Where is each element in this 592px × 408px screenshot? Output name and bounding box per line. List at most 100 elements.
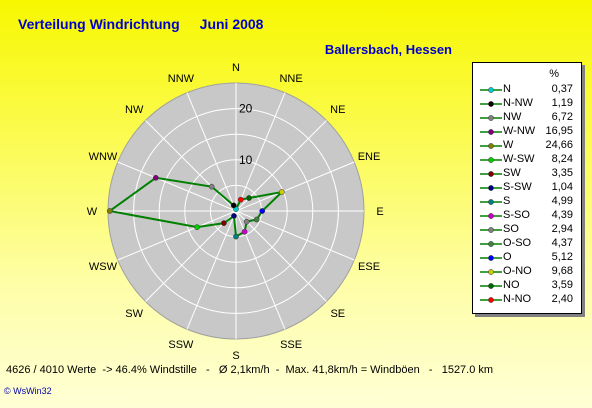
- legend-item: N 0,37: [473, 83, 581, 96]
- compass-label-s: S: [232, 350, 239, 362]
- legend-name: N-NO: [503, 293, 532, 305]
- legend-item: N-NO 2,40: [473, 293, 581, 306]
- polar-spoke-ne: [235, 120, 327, 212]
- legend-value: 8,24: [551, 153, 573, 165]
- legend-swatch: [480, 255, 502, 261]
- legend-value: 24,66: [545, 139, 573, 151]
- data-point-so: [243, 218, 250, 225]
- compass-label-sw: SW: [125, 308, 143, 320]
- polar-spoke-nw: [145, 120, 237, 212]
- legend-swatch: [480, 143, 502, 149]
- legend-value: 9,68: [551, 265, 573, 277]
- legend-item: S 4,99: [473, 195, 581, 208]
- legend-value: 4,99: [551, 195, 573, 207]
- legend-value: 4,37: [551, 237, 573, 249]
- legend-swatch: [480, 101, 502, 107]
- legend-swatch: [480, 157, 502, 163]
- compass-label-nne: NNE: [279, 73, 302, 85]
- compass-label-wnw: WNW: [89, 151, 118, 163]
- legend-name: O-NO: [503, 265, 532, 277]
- chart-title: Verteilung Windrichtung Juni 2008: [18, 16, 264, 32]
- legend-item: O 5,12: [473, 251, 581, 264]
- legend-name: S-SO: [503, 209, 530, 221]
- compass-label-e: E: [376, 206, 383, 218]
- data-point-s-so: [241, 228, 248, 235]
- polar-spoke-sw: [145, 210, 237, 302]
- legend-swatch: [480, 283, 502, 289]
- legend-name: W: [503, 139, 514, 151]
- compass-label-ene: ENE: [358, 151, 381, 163]
- legend-value: 0,37: [551, 83, 573, 95]
- legend: % N 0,37 N-NW 1,19 NW 6,72 W-NW 16,95 W 24,66 W-SW…: [472, 62, 582, 314]
- legend-item: O-NO 9,68: [473, 265, 581, 278]
- legend-swatch: [480, 227, 502, 233]
- legend-item: O-SO 4,37: [473, 237, 581, 250]
- legend-item: SO 2,94: [473, 223, 581, 236]
- polar-spoke-wnw: [117, 161, 237, 212]
- legend-swatch: [480, 213, 502, 219]
- legend-item: W-SW 8,24: [473, 153, 581, 166]
- legend-name: W-SW: [503, 153, 535, 165]
- footer-stats: 4626 / 4010 Werte -> 46.4% Windstille - …: [6, 364, 494, 376]
- legend-item: N-NW 1,19: [473, 97, 581, 110]
- data-point-w-sw: [194, 224, 200, 230]
- compass-label-n: N: [232, 62, 240, 74]
- ring-label-10: 10: [239, 153, 253, 167]
- legend-value: 2,40: [551, 293, 573, 305]
- legend-swatch: [480, 241, 502, 247]
- legend-value: 6,72: [551, 111, 573, 123]
- data-point-o: [259, 208, 266, 214]
- legend-name: O-SO: [503, 237, 532, 249]
- legend-name: O: [503, 251, 512, 263]
- legend-swatch: [480, 115, 502, 121]
- legend-value: 1,04: [551, 181, 573, 193]
- data-point-sw: [221, 220, 227, 226]
- polar-spoke-ene: [235, 161, 355, 212]
- compass-label-ese: ESE: [358, 261, 380, 273]
- data-point-n-nw: [230, 202, 237, 209]
- legend-value: 16,95: [545, 125, 573, 137]
- legend-value: 4,39: [551, 209, 573, 221]
- brand-label: © WsWin32: [4, 386, 52, 396]
- compass-label-wsw: WSW: [89, 261, 118, 273]
- compass-label-se: SE: [330, 308, 345, 320]
- legend-item: NO 3,59: [473, 279, 581, 292]
- polar-spoke-wsw: [117, 210, 237, 261]
- compass-label-ne: NE: [330, 104, 345, 116]
- legend-name: W-NW: [503, 125, 536, 137]
- legend-name: SO: [503, 223, 519, 235]
- legend-name: NO: [503, 279, 520, 291]
- legend-item: NW 6,72: [473, 111, 581, 124]
- chart-period: Juni 2008: [199, 16, 264, 32]
- compass-label-ssw: SSW: [168, 339, 194, 351]
- legend-unit: %: [549, 68, 559, 80]
- compass-label-nw: NW: [125, 104, 144, 116]
- data-point-s: [233, 233, 239, 240]
- compass-label-nnw: NNW: [168, 73, 195, 85]
- legend-swatch: [480, 87, 502, 93]
- polar-spoke-nnw: [186, 92, 237, 212]
- legend-swatch: [480, 297, 502, 303]
- legend-name: N-NW: [503, 97, 533, 109]
- legend-name: N: [503, 83, 511, 95]
- legend-swatch: [480, 185, 502, 191]
- legend-name: S: [503, 195, 511, 207]
- legend-value: 2,94: [551, 223, 573, 235]
- polar-spoke-nne: [235, 92, 286, 212]
- legend-item: SW 3,35: [473, 167, 581, 180]
- legend-value: 5,12: [551, 251, 573, 263]
- legend-item: S-SW 1,04: [473, 181, 581, 194]
- compass-label-sse: SSE: [280, 339, 302, 351]
- ring-label-20: 20: [239, 102, 253, 116]
- legend-item: W 24,66: [473, 139, 581, 152]
- legend-value: 3,59: [551, 279, 573, 291]
- legend-name: SW: [503, 167, 521, 179]
- data-point-w-nw: [152, 174, 159, 181]
- legend-name: S-SW: [503, 181, 532, 193]
- legend-item: S-SO 4,39: [473, 209, 581, 222]
- data-point-o-so: [253, 216, 260, 223]
- data-point-o-no: [278, 189, 285, 195]
- chart-location: Ballersbach, Hessen: [324, 42, 452, 57]
- legend-swatch: [480, 171, 502, 177]
